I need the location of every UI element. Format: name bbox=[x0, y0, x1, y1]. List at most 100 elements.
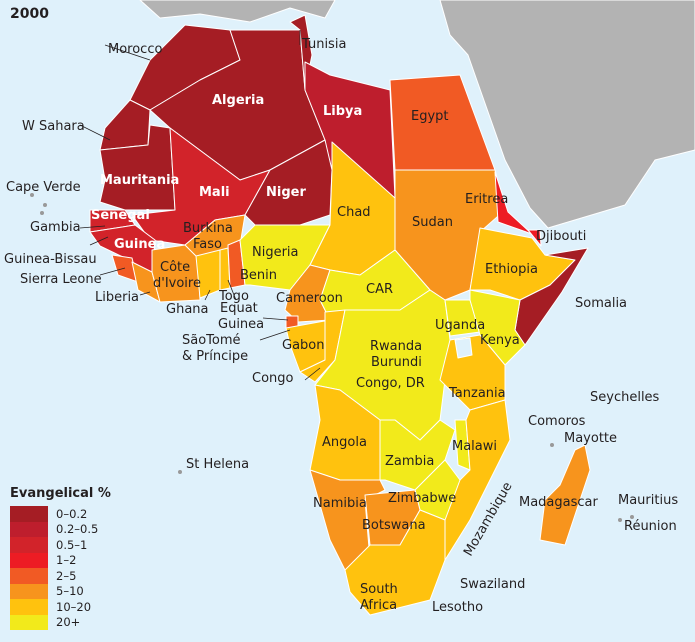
legend-item: 10–20 bbox=[10, 599, 111, 615]
label-south-africa-2: Africa bbox=[360, 598, 398, 613]
small-islands bbox=[30, 193, 634, 522]
label-cameroon: Cameroon bbox=[276, 291, 343, 306]
label-mauritius: Mauritius bbox=[618, 493, 679, 508]
label-malawi: Malawi bbox=[452, 439, 498, 454]
label-chad: Chad bbox=[337, 205, 371, 220]
label-sudan: Sudan bbox=[412, 215, 453, 230]
label-algeria: Algeria bbox=[212, 93, 265, 108]
label-libya: Libya bbox=[323, 104, 363, 119]
label-st-helena: St Helena bbox=[186, 457, 250, 472]
label-zambia: Zambia bbox=[385, 454, 435, 469]
legend-label: 0–0.2 bbox=[56, 506, 88, 521]
label-gabon: Gabon bbox=[282, 338, 325, 353]
label-congo: Congo bbox=[252, 371, 294, 386]
label-botswana: Botswana bbox=[362, 518, 426, 533]
legend-swatch bbox=[10, 583, 48, 599]
label-guinea: Guinea bbox=[114, 237, 166, 252]
map-year: 2000 bbox=[10, 6, 49, 22]
label-liberia: Liberia bbox=[95, 290, 140, 305]
legend-label: 2–5 bbox=[56, 568, 77, 583]
legend-item: 0.2–0.5 bbox=[10, 521, 111, 537]
label-cape-verde: Cape Verde bbox=[6, 180, 81, 195]
label-nigeria: Nigeria bbox=[252, 245, 299, 260]
label-morocco: Morocco bbox=[108, 42, 163, 57]
legend-swatch bbox=[10, 568, 48, 584]
legend-item: 20+ bbox=[10, 614, 111, 630]
label-sierra-leone: Sierra Leone bbox=[20, 272, 102, 287]
label-niger: Niger bbox=[266, 185, 306, 200]
label-namibia: Namibia bbox=[313, 496, 367, 511]
legend-title: Evangelical % bbox=[10, 486, 111, 501]
label-angola: Angola bbox=[322, 435, 367, 450]
legend-item: 1–2 bbox=[10, 552, 111, 568]
label-burkina-1: Burkina bbox=[183, 221, 233, 236]
label-mauritania: Mauritania bbox=[100, 173, 180, 188]
label-eritrea: Eritrea bbox=[465, 192, 509, 207]
label-burundi: Burundi bbox=[371, 355, 422, 370]
label-sao-tome-1: SãoTomé bbox=[182, 333, 241, 348]
label-sao-tome-2: & Príncipe bbox=[182, 349, 249, 364]
label-somalia: Somalia bbox=[575, 296, 628, 311]
legend-swatch bbox=[10, 537, 48, 553]
label-equat-guinea-1: Equat bbox=[220, 301, 258, 316]
country-djibouti bbox=[527, 229, 542, 247]
label-car: CAR bbox=[366, 282, 394, 297]
lake-victoria bbox=[454, 337, 473, 359]
country-w-sahara bbox=[99, 99, 151, 151]
legend-swatch bbox=[10, 506, 48, 522]
label-ethiopia: Ethiopia bbox=[485, 262, 538, 277]
label-senegal: Senegal bbox=[91, 208, 150, 223]
label-uganda: Uganda bbox=[435, 318, 486, 333]
label-zimbabwe: Zimbabwe bbox=[388, 491, 457, 506]
legend-swatch bbox=[10, 521, 48, 537]
legend-swatch bbox=[10, 599, 48, 615]
label-guinea-bissau: Guinea-Bissau bbox=[4, 252, 97, 267]
label-cote-divoire-1: Côte bbox=[160, 260, 191, 275]
legend-swatch bbox=[10, 614, 48, 630]
country-south-africa bbox=[344, 509, 446, 616]
legend-item: 5–10 bbox=[10, 583, 111, 599]
label-burkina-2: Faso bbox=[193, 237, 222, 252]
label-congo-dr: Congo, DR bbox=[356, 376, 425, 391]
legend-label: 10–20 bbox=[56, 599, 92, 614]
label-swaziland: Swaziland bbox=[460, 577, 526, 592]
leader-lines bbox=[79, 30, 321, 381]
legend-swatch bbox=[10, 552, 48, 568]
label-togo: Togo bbox=[219, 289, 249, 304]
country-madagascar bbox=[539, 444, 591, 546]
legend-label: 1–2 bbox=[56, 553, 77, 568]
country-kenya bbox=[469, 289, 526, 366]
label-south-africa-1: South bbox=[360, 582, 398, 597]
legend-rows: 0–0.2 0.2–0.5 0.5–1 1–2 2–5 5–10 10–20 20+ bbox=[10, 506, 111, 630]
label-mali: Mali bbox=[199, 185, 230, 200]
label-reunion: Réunion bbox=[624, 519, 677, 534]
legend-label: 20+ bbox=[56, 615, 81, 630]
label-comoros: Comoros bbox=[528, 414, 586, 429]
legend-label: 0.2–0.5 bbox=[56, 522, 99, 537]
label-madagascar: Madagascar bbox=[519, 495, 598, 510]
country-zambia bbox=[379, 419, 456, 491]
label-gambia: Gambia bbox=[30, 220, 81, 235]
legend-label: 0.5–1 bbox=[56, 537, 88, 552]
label-rwanda: Rwanda bbox=[370, 339, 423, 354]
label-djibouti: Djibouti bbox=[536, 229, 587, 244]
label-kenya: Kenya bbox=[480, 333, 520, 348]
label-benin: Benin bbox=[240, 268, 278, 283]
label-ghana: Ghana bbox=[166, 302, 209, 317]
legend-item: 0–0.2 bbox=[10, 506, 111, 522]
legend-item: 2–5 bbox=[10, 568, 111, 584]
country-niger bbox=[244, 139, 333, 226]
legend: Evangelical % 0–0.2 0.2–0.5 0.5–1 1–2 2–5 5–1… bbox=[10, 486, 111, 630]
middle-east-land bbox=[439, 0, 695, 229]
legend-item: 0.5–1 bbox=[10, 537, 111, 553]
label-lesotho: Lesotho bbox=[432, 600, 484, 615]
label-tanzania: Tanzania bbox=[449, 386, 506, 401]
label-seychelles: Seychelles bbox=[590, 390, 660, 405]
legend-label: 5–10 bbox=[56, 584, 84, 599]
label-egypt: Egypt bbox=[411, 109, 449, 124]
label-cote-divoire-2: d'Ivoire bbox=[153, 276, 201, 291]
label-w-sahara: W Sahara bbox=[22, 119, 85, 134]
europe-land bbox=[139, 0, 336, 23]
